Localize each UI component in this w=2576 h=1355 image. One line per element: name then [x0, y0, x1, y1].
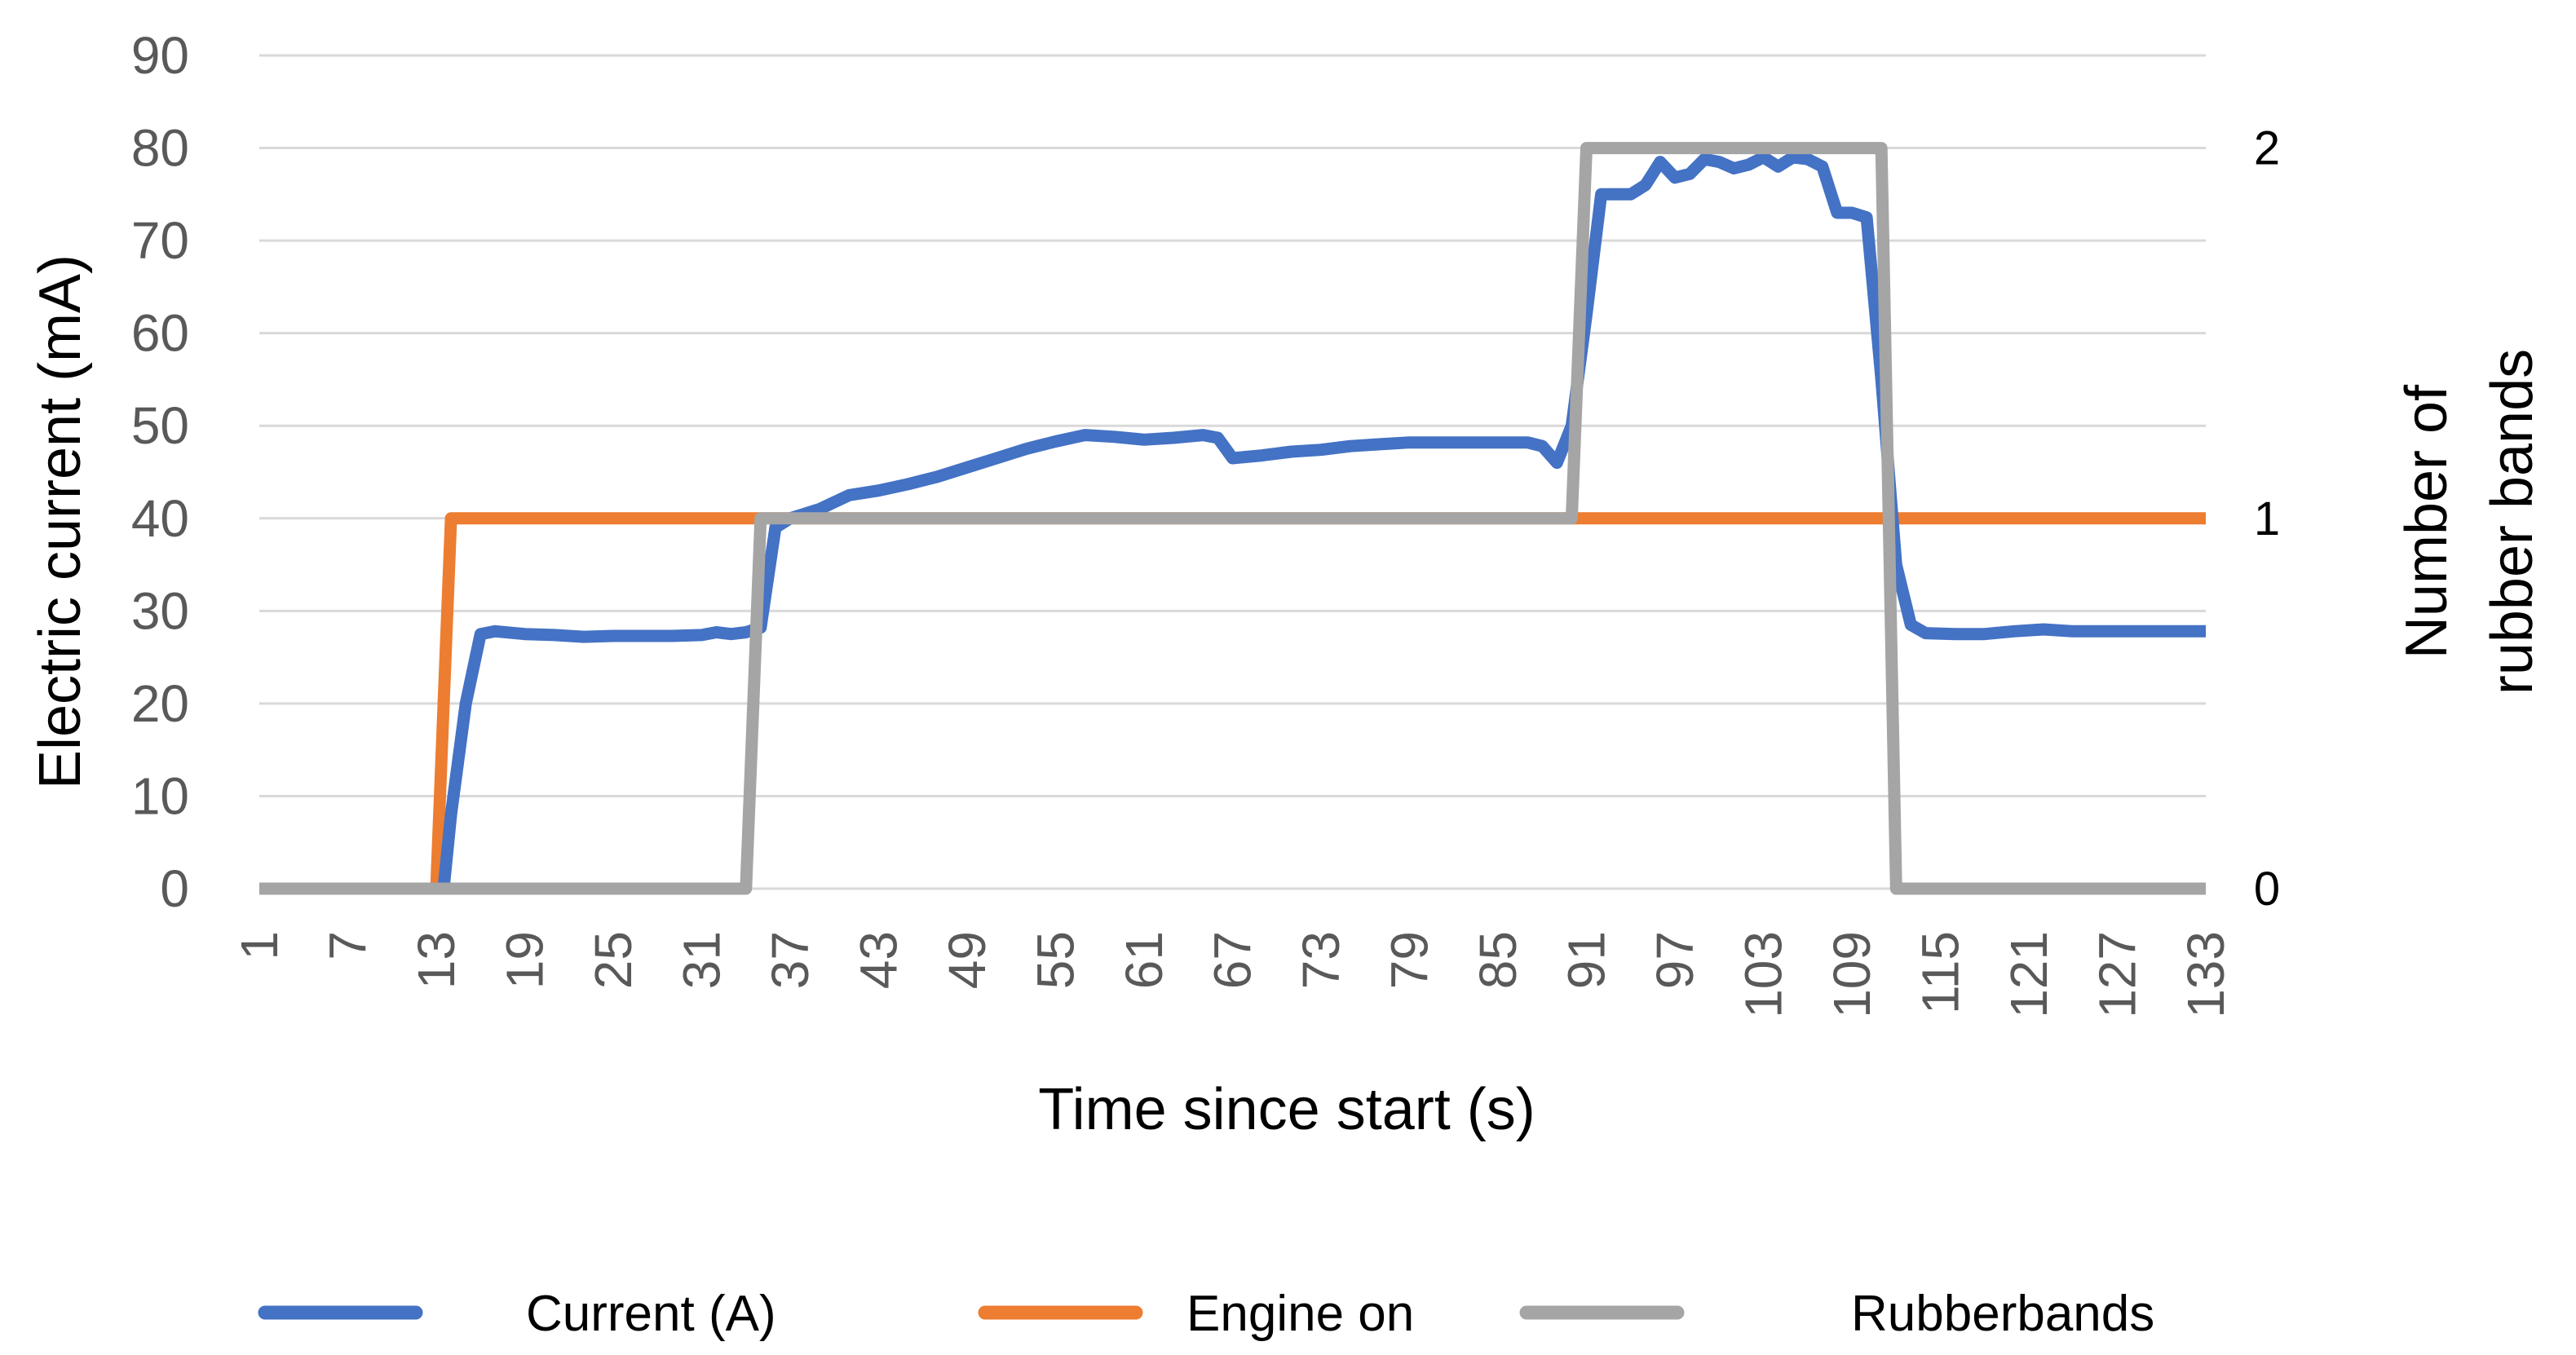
x-tick-label: 13: [407, 931, 466, 989]
series-line-rubberbands: [259, 142, 2206, 895]
x-tick-label: 127: [2088, 931, 2147, 1018]
x-tick-label: 91: [1558, 931, 1616, 989]
x-tick-label: 79: [1381, 931, 1439, 989]
x-tick-label: 37: [761, 931, 820, 989]
y-tick-label: 0: [160, 859, 189, 918]
series-line-current-a: [259, 151, 2206, 895]
y-tick-label: 70: [131, 211, 189, 270]
y-axis-title: Electric current (mA): [28, 254, 93, 789]
x-tick-label: 1: [230, 931, 289, 960]
series-lines: [259, 142, 2206, 895]
x-tick-label: 109: [1823, 931, 1881, 1018]
x-tick-label: 43: [850, 931, 908, 989]
x-tick-label: 7: [319, 931, 378, 960]
x-axis-ticks: 1 7 13 19 25 31 37 43 49 55 61 67 73 79 85 91 97 103 109 11…: [230, 931, 2235, 1018]
x-tick-label: 67: [1204, 931, 1262, 989]
x-tick-label: 97: [1646, 931, 1704, 989]
legend-label: Rubberbands: [1851, 1286, 2154, 1342]
x-tick-label: 73: [1292, 931, 1350, 989]
x-tick-label: 31: [673, 931, 731, 989]
x-tick-label: 121: [1999, 931, 2058, 1018]
x-tick-label: 85: [1469, 931, 1527, 989]
y-tick-label: 10: [131, 766, 189, 825]
x-tick-label: 103: [1734, 931, 1793, 1018]
y-tick-label: 90: [131, 26, 189, 85]
x-axis-title: Time since start (s): [1038, 1077, 1535, 1142]
x-tick-label: 19: [496, 931, 555, 989]
gridlines: [259, 54, 2206, 890]
x-tick-label: 133: [2176, 931, 2235, 1018]
y-tick-label: 20: [131, 674, 189, 733]
y2-axis-title-line-1: Number of: [2394, 384, 2459, 659]
x-tick-label: 49: [938, 931, 996, 989]
legend: Current (A) Engine on Rubberbands: [258, 1286, 2154, 1342]
y-tick-label: 80: [131, 119, 189, 178]
legend-label: Engine on: [1186, 1286, 1414, 1342]
y-tick-label: 30: [131, 581, 189, 640]
x-tick-label: 55: [1027, 931, 1085, 989]
y2-axis-title-line-2: rubber bands: [2480, 349, 2545, 695]
x-tick-label: 61: [1115, 931, 1173, 989]
y2-tick-label: 2: [2254, 122, 2280, 175]
x-tick-label: 115: [1911, 931, 1970, 1014]
y-tick-label: 40: [131, 489, 189, 548]
y-tick-label: 50: [131, 396, 189, 455]
y2-axis-ticks: 0 1 2: [2254, 122, 2280, 916]
legend-label: Current (A): [526, 1286, 776, 1342]
x-tick-label: 25: [584, 931, 643, 989]
y2-tick-label: 0: [2254, 863, 2280, 916]
y-tick-label: 60: [131, 304, 189, 363]
y2-tick-label: 1: [2254, 492, 2280, 545]
y-axis-ticks: 0 10 20 30 40 50 60 70 80 90: [131, 26, 189, 918]
